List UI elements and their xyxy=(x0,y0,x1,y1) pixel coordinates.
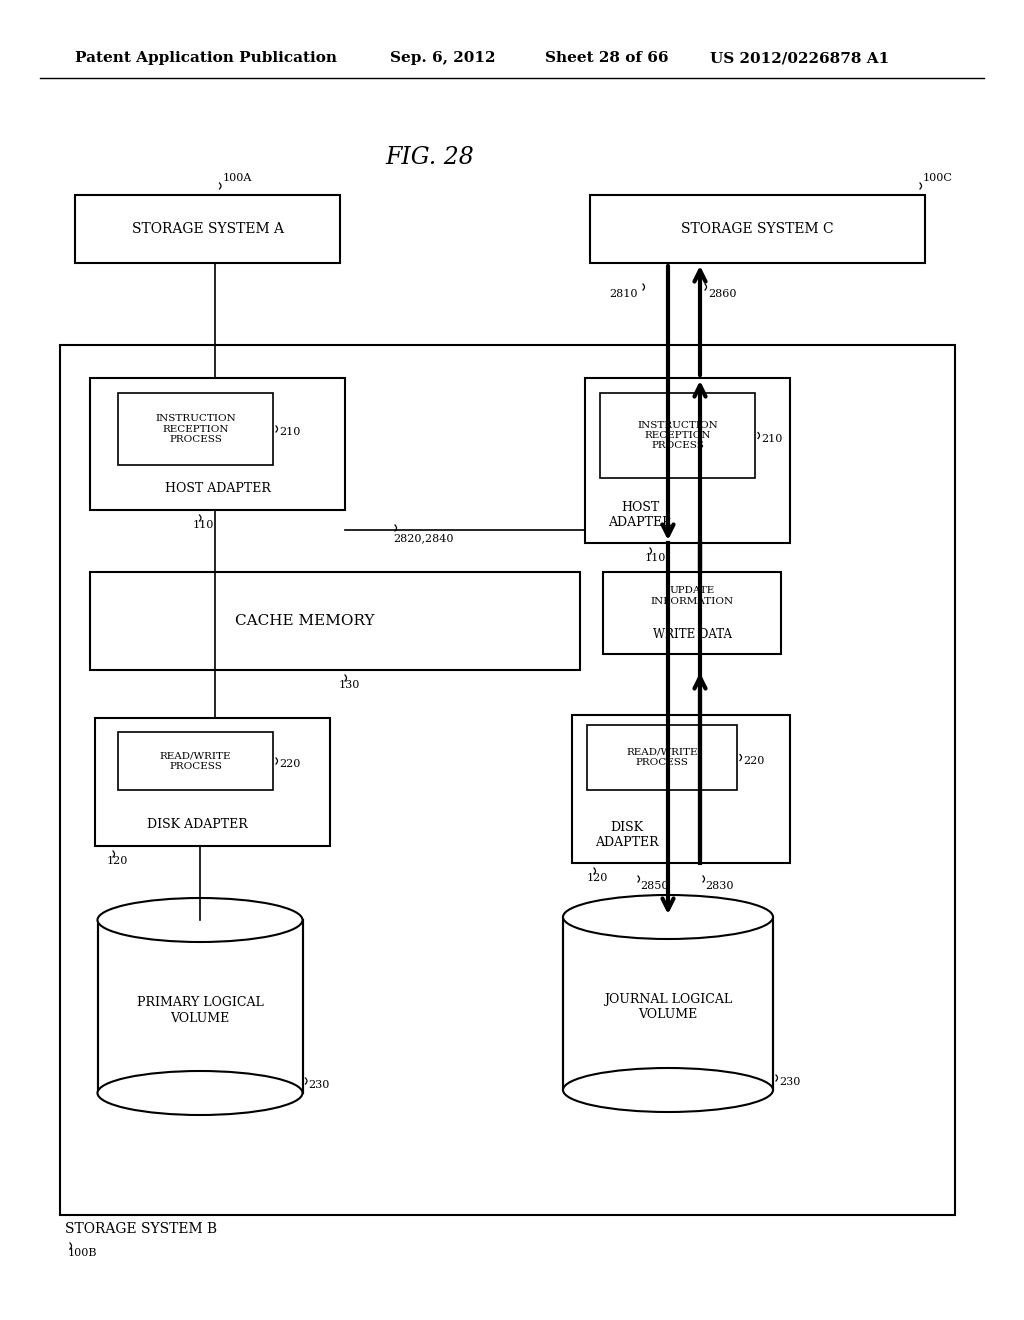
Text: DISK ADAPTER: DISK ADAPTER xyxy=(147,817,248,830)
Text: 230: 230 xyxy=(308,1080,330,1090)
Text: STORAGE SYSTEM A: STORAGE SYSTEM A xyxy=(131,222,284,236)
Ellipse shape xyxy=(563,895,773,939)
Text: Patent Application Publication: Patent Application Publication xyxy=(75,51,337,65)
Text: 220: 220 xyxy=(743,755,764,766)
Text: 230: 230 xyxy=(779,1077,801,1086)
Text: Sheet 28 of 66: Sheet 28 of 66 xyxy=(545,51,669,65)
Text: DISK
ADAPTER: DISK ADAPTER xyxy=(595,821,658,849)
Bar xyxy=(590,195,925,263)
Bar xyxy=(118,393,273,465)
Bar xyxy=(610,577,775,615)
Bar xyxy=(587,725,737,789)
Text: 210: 210 xyxy=(279,426,300,437)
Bar xyxy=(60,345,955,1214)
Text: HOST ADAPTER: HOST ADAPTER xyxy=(165,482,270,495)
Text: 220: 220 xyxy=(279,759,300,770)
Text: JOURNAL LOGICAL
VOLUME: JOURNAL LOGICAL VOLUME xyxy=(604,994,732,1022)
Text: 120: 120 xyxy=(587,873,607,883)
Bar xyxy=(95,718,330,846)
Ellipse shape xyxy=(563,1068,773,1111)
Bar xyxy=(610,616,775,651)
Text: PRIMARY LOGICAL
VOLUME: PRIMARY LOGICAL VOLUME xyxy=(136,997,263,1024)
Text: HOST
ADAPTER: HOST ADAPTER xyxy=(608,502,672,529)
Bar xyxy=(585,378,790,543)
Bar xyxy=(90,378,345,510)
Text: INSTRUCTION
RECEPTION
PROCESS: INSTRUCTION RECEPTION PROCESS xyxy=(155,414,236,444)
Text: 100B: 100B xyxy=(68,1247,97,1258)
Bar xyxy=(97,920,302,1093)
Text: 2860: 2860 xyxy=(708,289,736,300)
Text: READ/WRITE
PROCESS: READ/WRITE PROCESS xyxy=(160,751,231,771)
Bar xyxy=(90,572,580,671)
Bar xyxy=(118,733,273,789)
Ellipse shape xyxy=(97,898,302,942)
Text: CACHE MEMORY: CACHE MEMORY xyxy=(236,614,375,628)
Text: WRITE DATA: WRITE DATA xyxy=(653,627,732,640)
Text: STORAGE SYSTEM C: STORAGE SYSTEM C xyxy=(681,222,834,236)
Ellipse shape xyxy=(97,1071,302,1115)
Text: UPDATE
INFORMATION: UPDATE INFORMATION xyxy=(651,586,734,606)
Text: 2850: 2850 xyxy=(640,880,669,891)
Text: 110: 110 xyxy=(193,520,214,531)
Bar xyxy=(603,572,781,653)
Bar xyxy=(563,917,773,1090)
Text: 110: 110 xyxy=(644,553,666,564)
Bar xyxy=(75,195,340,263)
Text: STORAGE SYSTEM B: STORAGE SYSTEM B xyxy=(65,1222,217,1236)
Text: 100A: 100A xyxy=(222,173,252,183)
Bar xyxy=(572,715,790,863)
Text: US 2012/0226878 A1: US 2012/0226878 A1 xyxy=(710,51,889,65)
Text: 130: 130 xyxy=(338,680,359,690)
Text: READ/WRITE
PROCESS: READ/WRITE PROCESS xyxy=(627,748,697,767)
Text: 210: 210 xyxy=(761,433,782,444)
Text: FIG. 28: FIG. 28 xyxy=(386,147,474,169)
Text: 2810: 2810 xyxy=(609,289,638,300)
Text: INSTRUCTION
RECEPTION
PROCESS: INSTRUCTION RECEPTION PROCESS xyxy=(637,421,718,450)
Text: 2830: 2830 xyxy=(705,880,733,891)
Text: 2820,2840: 2820,2840 xyxy=(393,533,454,543)
Text: 100C: 100C xyxy=(923,173,953,183)
Bar xyxy=(600,393,755,478)
Text: Sep. 6, 2012: Sep. 6, 2012 xyxy=(390,51,496,65)
Text: 120: 120 xyxy=(106,855,128,866)
